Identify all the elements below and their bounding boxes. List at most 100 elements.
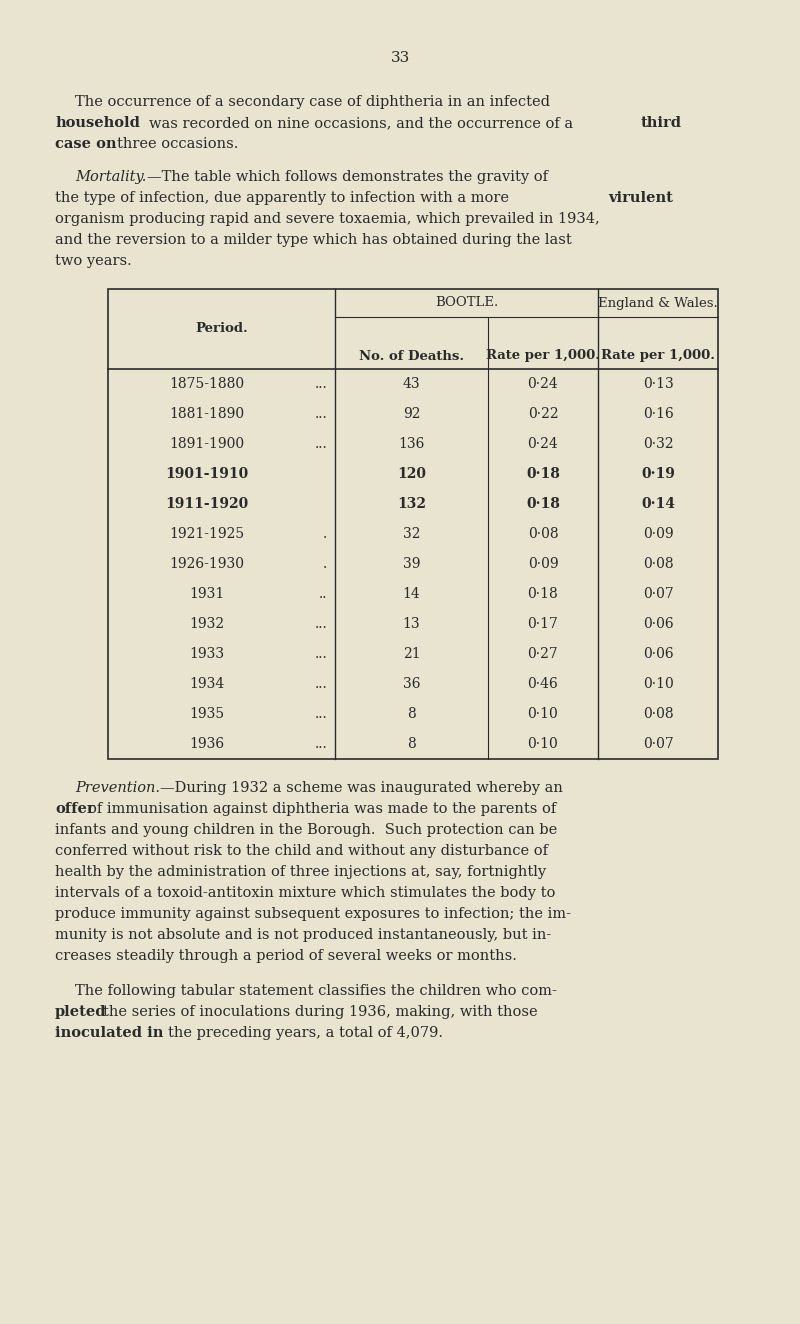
Text: 0·18: 0·18	[526, 496, 560, 511]
Text: 0·06: 0·06	[642, 647, 674, 661]
Text: three occasions.: three occasions.	[117, 136, 238, 151]
Text: 43: 43	[402, 377, 420, 391]
Text: organism producing rapid and severe toxaemia, which prevailed in 1934,: organism producing rapid and severe toxa…	[55, 212, 600, 226]
Text: 8: 8	[407, 737, 416, 751]
Text: of immunisation against diphtheria was made to the parents of: of immunisation against diphtheria was m…	[88, 802, 556, 816]
Text: inoculated in: inoculated in	[55, 1026, 163, 1039]
Text: ...: ...	[314, 647, 327, 661]
Text: ...: ...	[314, 377, 327, 391]
Text: the preceding years, a total of 4,079.: the preceding years, a total of 4,079.	[168, 1026, 443, 1039]
Text: 1934: 1934	[189, 677, 224, 691]
Text: 0·32: 0·32	[642, 437, 674, 451]
Text: third: third	[641, 117, 682, 130]
Text: household: household	[55, 117, 140, 130]
Text: 36: 36	[402, 677, 420, 691]
Text: 0·08: 0·08	[642, 707, 674, 722]
Text: 0·10: 0·10	[528, 707, 558, 722]
Bar	[108, 289, 718, 759]
Text: The occurrence of a secondary case of diphtheria in an infected: The occurrence of a secondary case of di…	[75, 95, 550, 109]
Text: .: .	[322, 557, 327, 571]
Text: ...: ...	[314, 677, 327, 691]
Text: was recorded on nine occasions, and the occurrence of a: was recorded on nine occasions, and the …	[149, 117, 573, 130]
Text: Rate per 1,000.: Rate per 1,000.	[601, 350, 715, 363]
Text: 0·22: 0·22	[528, 406, 558, 421]
Text: 0·18: 0·18	[526, 467, 560, 481]
Text: 92: 92	[402, 406, 420, 421]
Text: 1932: 1932	[189, 617, 224, 632]
Text: —During 1932 a scheme was inaugurated whereby an: —During 1932 a scheme was inaugurated wh…	[160, 781, 563, 794]
Text: —The table which follows demonstrates the gravity of: —The table which follows demonstrates th…	[147, 169, 548, 184]
Text: 0·09: 0·09	[528, 557, 558, 571]
Text: 1881-1890: 1881-1890	[169, 406, 244, 421]
Text: 0·14: 0·14	[641, 496, 675, 511]
Text: 1891-1900: 1891-1900	[169, 437, 244, 451]
Text: the type of infection, due apparently to infection with a more: the type of infection, due apparently to…	[55, 191, 509, 205]
Text: 0·17: 0·17	[527, 617, 558, 632]
Text: 13: 13	[402, 617, 420, 632]
Text: 0·08: 0·08	[528, 527, 558, 542]
Text: Mortality.: Mortality.	[75, 169, 146, 184]
Text: 0·08: 0·08	[642, 557, 674, 571]
Text: 1911-1920: 1911-1920	[165, 496, 248, 511]
Text: 1921-1925: 1921-1925	[169, 527, 244, 542]
Text: 1926-1930: 1926-1930	[169, 557, 244, 571]
Text: 39: 39	[402, 557, 420, 571]
Text: creases steadily through a period of several weeks or months.: creases steadily through a period of sev…	[55, 949, 517, 963]
Text: No. of Deaths.: No. of Deaths.	[359, 350, 464, 363]
Text: England & Wales.: England & Wales.	[598, 297, 718, 310]
Text: 120: 120	[397, 467, 426, 481]
Text: ..: ..	[318, 587, 327, 601]
Text: 1931: 1931	[189, 587, 224, 601]
Text: 0·10: 0·10	[528, 737, 558, 751]
Text: 0·18: 0·18	[528, 587, 558, 601]
Text: Rate per 1,000.: Rate per 1,000.	[486, 350, 600, 363]
Text: the series of inoculations during 1936, making, with those: the series of inoculations during 1936, …	[103, 1005, 538, 1019]
Text: 0·24: 0·24	[528, 437, 558, 451]
Text: 1933: 1933	[189, 647, 224, 661]
Text: infants and young children in the Borough.  Such protection can be: infants and young children in the Boroug…	[55, 824, 558, 837]
Text: 0·19: 0·19	[641, 467, 675, 481]
Text: 1936: 1936	[189, 737, 224, 751]
Text: case on: case on	[55, 136, 117, 151]
Text: .: .	[322, 527, 327, 542]
Text: 0·24: 0·24	[528, 377, 558, 391]
Text: 33: 33	[390, 52, 410, 65]
Text: 0·07: 0·07	[642, 737, 674, 751]
Text: 1901-1910: 1901-1910	[165, 467, 248, 481]
Text: offer: offer	[55, 802, 94, 816]
Text: and the reversion to a milder type which has obtained during the last: and the reversion to a milder type which…	[55, 233, 572, 248]
Text: 1875-1880: 1875-1880	[169, 377, 244, 391]
Text: 0·13: 0·13	[642, 377, 674, 391]
Text: 8: 8	[407, 707, 416, 722]
Text: The following tabular statement classifies the children who com-: The following tabular statement classifi…	[75, 984, 557, 998]
Text: BOOTLE.: BOOTLE.	[435, 297, 498, 310]
Text: conferred without risk to the child and without any disturbance of: conferred without risk to the child and …	[55, 843, 548, 858]
Text: 14: 14	[402, 587, 420, 601]
Text: 1935: 1935	[189, 707, 224, 722]
Text: 0·10: 0·10	[642, 677, 674, 691]
Text: 0·16: 0·16	[642, 406, 674, 421]
Text: Period.: Period.	[195, 323, 248, 335]
Text: intervals of a toxoid-antitoxin mixture which stimulates the body to: intervals of a toxoid-antitoxin mixture …	[55, 886, 555, 900]
Text: 21: 21	[402, 647, 420, 661]
Text: 0·06: 0·06	[642, 617, 674, 632]
Text: ...: ...	[314, 737, 327, 751]
Text: 32: 32	[402, 527, 420, 542]
Text: 136: 136	[398, 437, 425, 451]
Text: munity is not absolute and is not produced instantaneously, but in-: munity is not absolute and is not produc…	[55, 928, 551, 941]
Text: virulent: virulent	[608, 191, 673, 205]
Text: Prevention.: Prevention.	[75, 781, 160, 794]
Text: ...: ...	[314, 406, 327, 421]
Text: ...: ...	[314, 437, 327, 451]
Text: health by the administration of three injections at, say, fortnightly: health by the administration of three in…	[55, 865, 546, 879]
Text: 0·27: 0·27	[528, 647, 558, 661]
Text: two years.: two years.	[55, 254, 132, 267]
Text: 0·07: 0·07	[642, 587, 674, 601]
Text: 0·46: 0·46	[528, 677, 558, 691]
Text: ...: ...	[314, 617, 327, 632]
Text: 132: 132	[397, 496, 426, 511]
Text: 0·09: 0·09	[642, 527, 674, 542]
Text: ...: ...	[314, 707, 327, 722]
Text: pleted: pleted	[55, 1005, 106, 1019]
Text: produce immunity against subsequent exposures to infection; the im-: produce immunity against subsequent expo…	[55, 907, 571, 922]
